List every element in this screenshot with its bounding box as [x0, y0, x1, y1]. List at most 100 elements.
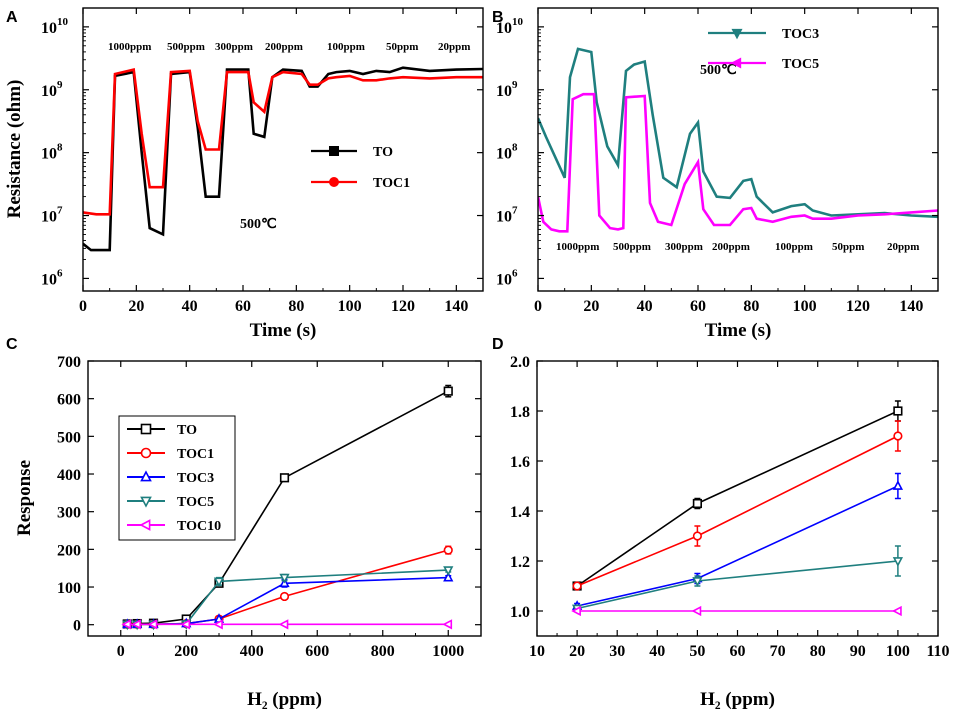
y-tick-label: 107: [496, 205, 518, 226]
y-tick-label: 300: [57, 505, 81, 522]
data-point-toc1: [893, 431, 903, 441]
y-tick-label: 500: [57, 429, 81, 446]
x-tick-label: 140: [444, 298, 468, 315]
y-tick-label: 600: [57, 392, 81, 409]
x-axis-label: Time (s): [705, 320, 772, 341]
data-point-toc5: [213, 577, 225, 588]
plot-frame: [537, 7, 939, 292]
concentration-label: 50ppm: [832, 241, 864, 253]
concentration-label: 50ppm: [386, 41, 418, 53]
x-tick-label: 40: [649, 643, 665, 660]
x-axis-label: Time (s): [250, 320, 317, 341]
x-tick-label: 60: [730, 643, 746, 660]
series-line-toc1: [83, 68, 483, 216]
x-tick-label: 50: [689, 643, 705, 660]
series-line-toc5: [576, 560, 898, 610]
concentration-label: 20ppm: [438, 41, 470, 53]
x-tick-label: 120: [846, 298, 870, 315]
data-point-toc10: [147, 619, 158, 630]
x-tick-label: 60: [690, 298, 706, 315]
plot-frame: [536, 360, 939, 637]
concentration-label: 20ppm: [887, 241, 919, 253]
concentration-label: 200ppm: [265, 41, 303, 53]
data-point-toc10: [442, 619, 453, 630]
legend-label-to: TO: [177, 423, 197, 438]
legend-a: TO TOC1: [311, 145, 410, 191]
x-tick-label: 600: [305, 643, 329, 660]
temperature-label: 500℃: [240, 217, 277, 232]
y-tick-label: 100: [57, 580, 81, 597]
x-tick-label: 40: [637, 298, 653, 315]
y-tick-label: 108: [41, 142, 63, 163]
concentration-label: 300ppm: [215, 41, 253, 53]
y-tick-label: 109: [41, 79, 63, 100]
panel-a: A 0 20 40 60 80 100 120 140 106 107 108 109 1010 Time …: [4, 7, 484, 341]
data-point-toc1: [572, 581, 582, 591]
concentration-label: 1000ppm: [108, 41, 151, 53]
y-tick-label: 1.4: [510, 504, 530, 521]
data-point-toc10: [121, 619, 132, 630]
concentration-label: 200ppm: [712, 241, 750, 253]
legend-label-toc3: TOC3: [177, 471, 214, 486]
x-tick-label: 80: [288, 298, 304, 315]
y-tick-label: 1.2: [510, 554, 530, 571]
y-tick-label: 700: [57, 354, 81, 371]
data-point-toc5: [692, 577, 703, 587]
temperature-label: 500℃: [700, 63, 737, 78]
legend-label-toc5: TOC5: [177, 495, 214, 510]
x-tick-label: 0: [534, 298, 542, 315]
y-tick-label: 1010: [41, 16, 69, 37]
data-point-to: [443, 386, 453, 396]
x-tick-label: 400: [240, 643, 264, 660]
y-axis-label: Resistance (ohm): [4, 80, 25, 219]
y-tick-label: 1.8: [510, 404, 530, 421]
x-tick-label: 110: [926, 643, 949, 660]
x-tick-label: 20: [128, 298, 144, 315]
data-point-toc10: [571, 605, 581, 617]
x-tick-label: 20: [569, 643, 585, 660]
y-tick-label: 1.0: [510, 604, 530, 621]
y-tick-label: 106: [41, 267, 63, 288]
concentration-label: 1000ppm: [556, 241, 599, 253]
x-tick-label: 120: [391, 298, 415, 315]
x-tick-label: 60: [235, 298, 251, 315]
series-line-toc1: [127, 549, 449, 626]
series-group: [121, 384, 454, 631]
data-point-toc1: [443, 545, 453, 555]
x-tick-label: 1000: [432, 643, 464, 660]
data-point-toc5: [279, 573, 290, 584]
x-tick-label: 20: [583, 298, 599, 315]
data-point-toc10: [278, 619, 289, 630]
x-axis-label: H₂ (ppm): [247, 689, 322, 710]
y-axis-label: Response: [14, 460, 35, 536]
legend-marker: [731, 28, 743, 40]
legend-label-toc3: TOC3: [782, 27, 819, 42]
x-tick-label: 10: [529, 643, 545, 660]
concentration-label: 500ppm: [613, 241, 651, 253]
panel-b: B 0 20 40 60 80 100 120 140 106 107 108 109 1010 Time …: [492, 7, 939, 341]
x-tick-label: 100: [886, 643, 910, 660]
y-tick-label: 0: [73, 618, 81, 635]
legend-c: TO TOC1 TOC3 TOC5 TOC10: [118, 415, 236, 541]
data-point-toc3: [443, 571, 454, 582]
panel-letter: A: [6, 9, 18, 26]
panel-letter: D: [492, 336, 504, 353]
x-tick-label: 0: [117, 643, 125, 660]
legend-marker: [730, 57, 742, 69]
legend-b: TOC3 TOC5: [708, 27, 819, 72]
x-tick-label: 30: [609, 643, 625, 660]
x-tick-label: 40: [182, 298, 198, 315]
panel-letter: C: [6, 336, 18, 353]
data-point-toc5: [892, 557, 904, 567]
legend-label-toc10: TOC10: [177, 519, 221, 534]
data-point-toc10: [180, 619, 191, 630]
data-point-toc10: [892, 605, 902, 617]
panel-letter: B: [492, 9, 504, 26]
x-tick-label: 80: [810, 643, 826, 660]
data-point-to: [692, 498, 702, 509]
y-tick-label: 109: [496, 79, 518, 100]
legend-marker: [140, 423, 152, 435]
y-tick-label: 107: [41, 205, 63, 226]
